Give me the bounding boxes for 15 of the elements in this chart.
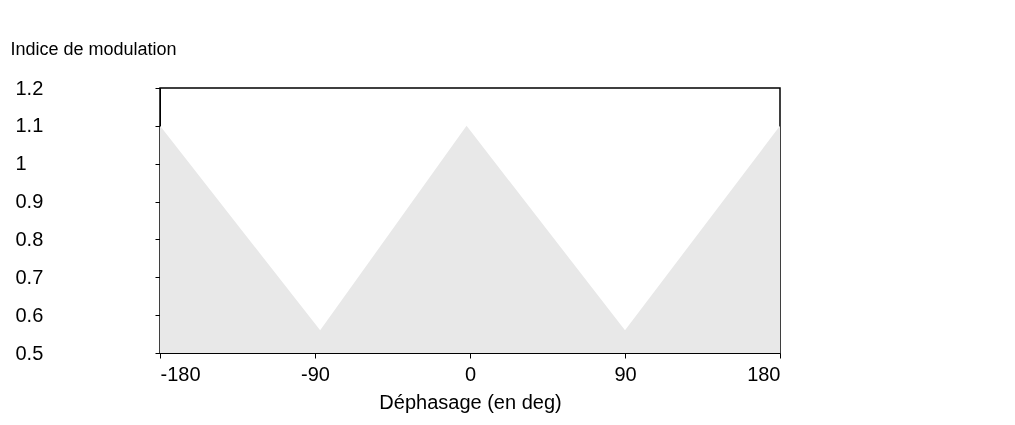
x-tick-label: 0: [464, 362, 477, 385]
y-tick-label: 0.9: [15, 190, 44, 213]
y-tick-label: 1.1: [15, 114, 44, 137]
x-tick-label: -180: [160, 362, 201, 385]
y-axis-title: Indice de modulation: [10, 38, 177, 59]
y-tick-label: 0.6: [15, 303, 44, 326]
x-axis-title: Déphasage (en deg): [379, 390, 562, 413]
y-tick-label: 1.2: [15, 76, 44, 99]
y-tick-label: 0.8: [15, 227, 44, 250]
y-tick-label: 0.7: [15, 265, 44, 288]
x-tick-label: 180: [747, 362, 781, 385]
y-tick-label: 0.5: [15, 341, 44, 364]
y-tick-label: 1: [15, 152, 27, 175]
x-tick-label: 90: [614, 362, 637, 385]
x-tick-label: -90: [301, 362, 330, 385]
